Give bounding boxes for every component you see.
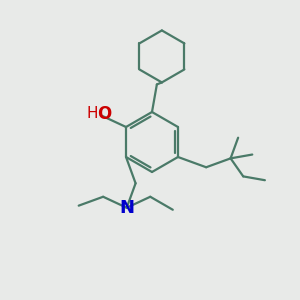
Text: O: O: [98, 105, 112, 123]
Text: N: N: [119, 199, 134, 217]
Text: H: H: [87, 106, 98, 121]
